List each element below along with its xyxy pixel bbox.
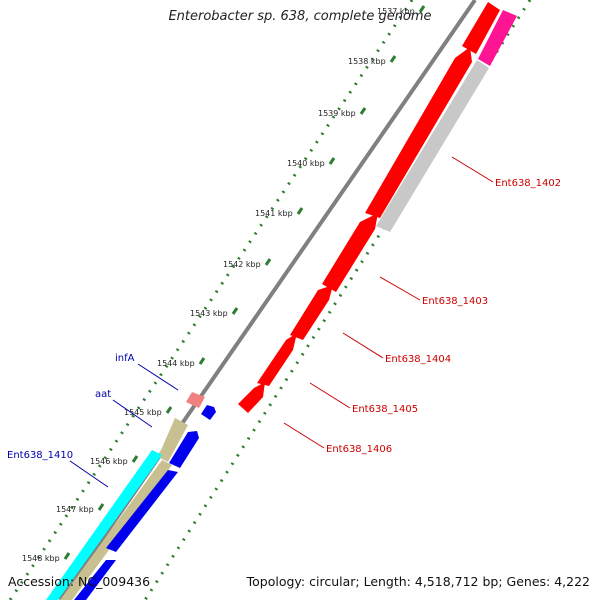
tick-labels: 1537 kbp 1538 kbp 1539 kbp 1540 kbp 1541 kbp… bbox=[22, 7, 415, 563]
cds-top-red[interactable] bbox=[462, 2, 500, 54]
major-tick bbox=[63, 552, 71, 560]
callout-line bbox=[342, 332, 384, 359]
callout-line bbox=[112, 399, 153, 428]
major-tick bbox=[296, 207, 304, 215]
left-callouts: infA aat Ent638_1410 bbox=[7, 353, 179, 488]
tick-label: 1544 kbp bbox=[157, 359, 195, 368]
callout-line bbox=[137, 363, 179, 391]
tick-label: 1548 kbp bbox=[22, 554, 60, 563]
major-tick bbox=[131, 455, 139, 463]
cds-reverse-2[interactable] bbox=[106, 470, 178, 552]
tick-label: 1547 kbp bbox=[56, 505, 94, 514]
major-tick bbox=[165, 406, 173, 414]
cds-ent638-1404[interactable] bbox=[290, 285, 333, 340]
feature-cyan[interactable] bbox=[46, 450, 162, 600]
gene-label-right[interactable]: Ent638_1405 bbox=[352, 404, 418, 415]
gene-label-left[interactable]: infA bbox=[115, 353, 135, 364]
cds-reverse-3[interactable] bbox=[74, 560, 116, 600]
topology-summary: Topology: circular; Length: 4,518,712 bp… bbox=[246, 574, 590, 589]
cds-ent638-1403[interactable] bbox=[322, 213, 378, 292]
feature-pink-top[interactable] bbox=[478, 10, 517, 66]
accession-label: Accession: NC_009436 bbox=[8, 574, 151, 589]
callout-line bbox=[69, 460, 109, 488]
callout-line bbox=[451, 156, 494, 183]
major-tick bbox=[231, 307, 239, 315]
callout-line bbox=[283, 422, 325, 449]
feature-aat[interactable] bbox=[158, 418, 188, 462]
tick-label: 1542 kbp bbox=[223, 260, 261, 269]
feature-infa[interactable] bbox=[186, 392, 205, 408]
major-tick bbox=[264, 258, 272, 266]
tick-label: 1537 kbp bbox=[377, 7, 415, 16]
major-tick bbox=[328, 157, 336, 165]
tick-label: 1540 kbp bbox=[287, 159, 325, 168]
cds-ent638-1406[interactable] bbox=[238, 382, 265, 413]
feature-khaki-long[interactable] bbox=[60, 460, 172, 600]
gene-label-right[interactable]: Ent638_1403 bbox=[422, 296, 488, 307]
gene-label-left[interactable]: Ent638_1410 bbox=[7, 450, 73, 461]
cds-reverse-small[interactable] bbox=[201, 405, 216, 420]
gene-label-right[interactable]: Ent638_1406 bbox=[326, 444, 392, 455]
major-tick bbox=[418, 5, 426, 13]
tick-track-outer-left bbox=[8, 0, 414, 600]
right-callouts: Ent638_1402 Ent638_1403 Ent638_1404 Ent638_… bbox=[283, 156, 561, 455]
tick-label: 1543 kbp bbox=[190, 309, 228, 318]
major-tick bbox=[198, 357, 206, 365]
cds-ent638-1405[interactable] bbox=[257, 333, 297, 386]
tick-label: 1538 kbp bbox=[348, 57, 386, 66]
callout-line bbox=[379, 276, 421, 301]
genome-title: Enterobacter sp. 638, complete genome bbox=[168, 9, 432, 24]
gene-label-left[interactable]: aat bbox=[95, 389, 111, 400]
gene-label-right[interactable]: Ent638_1402 bbox=[495, 178, 561, 189]
major-tick bbox=[359, 107, 367, 115]
tick-label: 1541 kbp bbox=[255, 209, 293, 218]
tick-label: 1545 kbp bbox=[124, 408, 162, 417]
gene-label-right[interactable]: Ent638_1404 bbox=[385, 354, 451, 365]
major-tick bbox=[97, 503, 105, 511]
callout-line bbox=[309, 382, 351, 409]
cds-reverse-1[interactable] bbox=[169, 431, 199, 468]
tick-label: 1546 kbp bbox=[90, 457, 128, 466]
cds-ent638-1402[interactable] bbox=[365, 47, 472, 218]
major-ticks bbox=[63, 5, 426, 560]
major-tick bbox=[389, 55, 397, 63]
tick-label: 1539 kbp bbox=[318, 109, 356, 118]
feature-gray[interactable] bbox=[376, 60, 489, 232]
